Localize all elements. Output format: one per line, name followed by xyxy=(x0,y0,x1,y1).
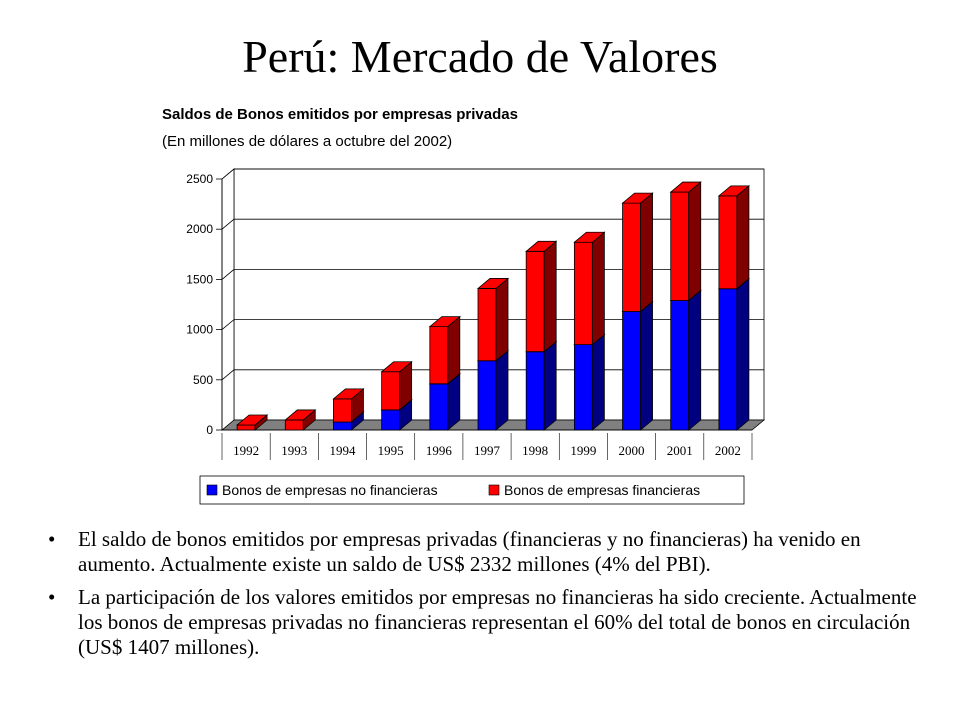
bullet-dot: • xyxy=(48,527,56,551)
bar-financial-top xyxy=(573,231,606,243)
bar-non-financial-front xyxy=(573,344,593,431)
x-tick-label: 2000 xyxy=(619,443,645,458)
y-tick-label: 500 xyxy=(193,373,213,387)
bullet-text: El saldo de bonos emitidos por empresas … xyxy=(78,527,861,576)
bullet-item: • El saldo de bonos emitidos por empresas… xyxy=(48,527,928,577)
bar-financial-side xyxy=(591,231,605,346)
x-tick-label: 1996 xyxy=(426,443,453,458)
bar-non-financial-front xyxy=(525,351,545,431)
bullet-list: • El saldo de bonos emitidos por empresas… xyxy=(48,527,928,668)
bar-financial-front xyxy=(718,195,738,290)
bar-financial-side xyxy=(688,181,702,302)
bar-non-financial-front xyxy=(622,311,641,431)
bar-financial-side xyxy=(543,240,557,353)
x-tick-label: 1999 xyxy=(570,443,596,458)
bar-financial-front xyxy=(236,424,256,431)
legend-box xyxy=(199,475,745,505)
bar-non-financial-side xyxy=(591,333,605,431)
y-tick-label: 1000 xyxy=(186,323,213,337)
bar-financial-top xyxy=(669,181,702,193)
bar-financial-front xyxy=(429,326,449,385)
bar-financial-top xyxy=(476,278,510,289)
legend-label: Bonos de empresas no financieras xyxy=(222,482,438,498)
legend-swatch xyxy=(488,484,500,496)
x-tick-label: 2002 xyxy=(715,443,741,458)
plot-side-wall xyxy=(221,168,235,431)
gridline xyxy=(221,218,764,230)
x-tick-label: 1992 xyxy=(233,443,259,458)
bar-financial-front xyxy=(284,419,304,431)
bar-non-financial-side xyxy=(640,300,653,431)
bar-non-financial-side xyxy=(495,349,509,431)
bar-financial-front xyxy=(333,398,352,423)
bar-financial-top xyxy=(235,414,269,426)
y-tick-label: 2000 xyxy=(186,222,213,236)
gridline xyxy=(221,168,764,180)
bar-financial-front xyxy=(670,191,690,301)
bar-financial-front xyxy=(477,288,497,362)
bond-balance-chart: 0 500 1000 1500 2000 2500 1992 1993 1994 1995 1996… xyxy=(186,168,766,505)
chart-title: Saldos de Bonos emitidos por empresas pr… xyxy=(162,106,518,123)
bar-non-financial-front xyxy=(429,383,449,431)
bullet-dot: • xyxy=(48,585,56,609)
x-tick-label: 1994 xyxy=(329,443,356,458)
y-tick-label: 0 xyxy=(206,423,213,437)
bar-financial-front xyxy=(622,202,641,312)
bullet-text: La participación de los valores emitidos… xyxy=(78,585,917,659)
bar-non-financial-front xyxy=(381,409,401,431)
bar-non-financial-front xyxy=(477,360,497,431)
bar-financial-top xyxy=(621,192,654,204)
bar-financial-side xyxy=(640,192,653,313)
slide-title: Perú: Mercado de Valores xyxy=(242,31,718,82)
bar-non-financial-front xyxy=(718,288,738,431)
bar-financial-top xyxy=(525,240,558,252)
bar-non-financial-side xyxy=(736,277,750,431)
bar-financial-front xyxy=(525,250,545,353)
bar-financial-side xyxy=(495,277,509,362)
bullet-item: • La participación de los valores emitido… xyxy=(48,585,928,660)
bar-non-financial-side xyxy=(688,289,702,431)
y-tick-label: 2500 xyxy=(186,172,213,186)
bar-financial-side xyxy=(736,185,750,290)
bar-financial-front xyxy=(573,241,593,346)
x-tick-label: 1997 xyxy=(474,443,501,458)
bar-non-financial-front xyxy=(333,421,352,431)
bar-financial-front xyxy=(381,371,401,411)
legend-label: Bonos de empresas financieras xyxy=(504,482,700,498)
bar-financial-top xyxy=(284,409,317,421)
y-tick-label: 1500 xyxy=(186,272,213,286)
bar-financial-top xyxy=(380,361,413,373)
bar-non-financial-front xyxy=(670,300,690,431)
chart-subtitle: (En millones de dólares a octubre del 20… xyxy=(162,133,453,150)
bar-financial-top xyxy=(332,388,365,400)
legend-swatch xyxy=(206,484,218,496)
bar-financial-top xyxy=(428,316,461,327)
bar-non-financial-side xyxy=(543,340,557,431)
x-tick-label: 1995 xyxy=(378,443,404,458)
bar-financial-top xyxy=(717,185,751,197)
x-tick-label: 2001 xyxy=(667,443,693,458)
x-tick-label: 1998 xyxy=(522,443,548,458)
x-tick-label: 1993 xyxy=(281,443,307,458)
bar-financial-side xyxy=(447,315,461,385)
